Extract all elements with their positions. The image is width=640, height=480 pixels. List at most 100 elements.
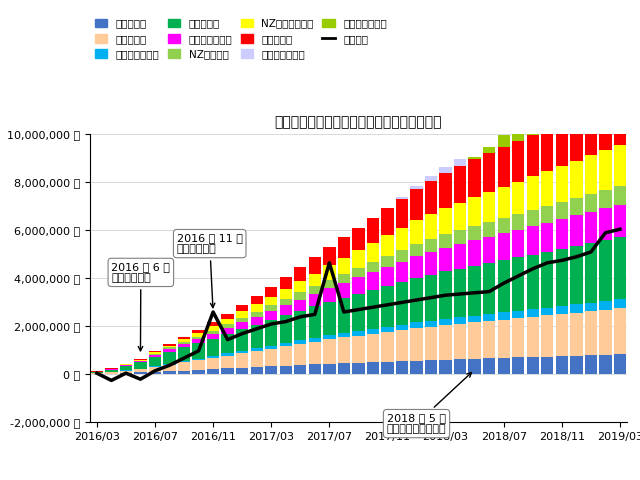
Bar [440,360,452,374]
Bar [541,223,554,252]
Bar [381,332,394,362]
Bar [425,252,437,275]
Bar [599,104,612,150]
Bar [512,214,524,229]
Bar [250,351,263,367]
Bar [410,323,422,328]
Bar [440,173,452,208]
実現損益 [296,314,304,320]
Bar [308,342,321,364]
Bar [221,324,234,328]
Bar [599,190,612,208]
Bar [163,365,176,371]
Bar [163,352,176,363]
Bar [178,347,190,361]
Bar [483,237,495,263]
Bar [149,366,161,367]
Bar [512,358,524,374]
Bar [308,307,321,338]
実現損益 [93,371,100,376]
Bar [149,351,161,352]
Bar [614,308,626,354]
Bar [454,244,467,269]
Bar [367,243,379,262]
Bar [308,294,321,307]
Bar [585,156,597,194]
Bar [541,206,554,223]
Bar [585,194,597,212]
Bar [338,274,350,283]
Bar [178,342,190,344]
実現損益 [238,331,246,336]
Bar [599,55,612,104]
Bar [468,226,481,240]
Bar [207,356,220,358]
Bar [193,336,205,339]
実現損益 [543,260,551,266]
Bar [280,366,292,374]
Bar [149,354,161,355]
Bar [410,328,422,360]
Bar [556,219,568,249]
Bar [120,371,132,373]
Bar [294,340,307,344]
Bar [323,265,335,280]
Bar [614,186,626,205]
Bar [265,348,277,366]
Bar [512,141,524,181]
Bar [454,269,467,317]
Bar [396,361,408,374]
Bar [541,129,554,171]
Bar [381,327,394,332]
Bar [425,275,437,321]
Bar [163,363,176,365]
Bar [338,258,350,274]
Bar [570,161,582,198]
Bar [134,360,147,361]
Bar [440,325,452,360]
Bar [527,226,539,255]
Bar [207,331,220,334]
Bar [352,336,365,363]
Bar [570,216,582,246]
Bar [381,236,394,256]
Bar [512,257,524,311]
Bar [425,326,437,360]
実現損益 [500,280,508,286]
Bar [396,250,408,262]
実現損益 [108,377,115,383]
実現損益 [369,304,377,310]
Bar [178,361,190,362]
Bar [614,238,626,299]
Bar [410,186,422,189]
Bar [527,112,539,135]
Bar [265,305,277,311]
Bar [468,359,481,374]
実現損益 [515,273,522,279]
Bar [585,212,597,243]
Bar [236,350,248,353]
Bar [280,288,292,299]
Bar [410,256,422,278]
Bar [352,228,365,251]
Bar [483,147,495,154]
Bar [570,356,582,374]
Bar [440,248,452,271]
Bar [425,321,437,326]
Bar [120,364,132,365]
Bar [338,298,350,333]
Bar [541,100,554,129]
Bar [381,267,394,286]
Bar [250,325,263,348]
Bar [556,166,568,202]
Bar [265,346,277,348]
Bar [105,369,118,370]
Bar [585,64,597,110]
Bar [120,373,132,374]
Bar [367,262,379,272]
Bar [614,145,626,186]
Bar [352,251,365,268]
Bar [308,364,321,374]
Bar [207,369,220,374]
Bar [308,257,321,274]
